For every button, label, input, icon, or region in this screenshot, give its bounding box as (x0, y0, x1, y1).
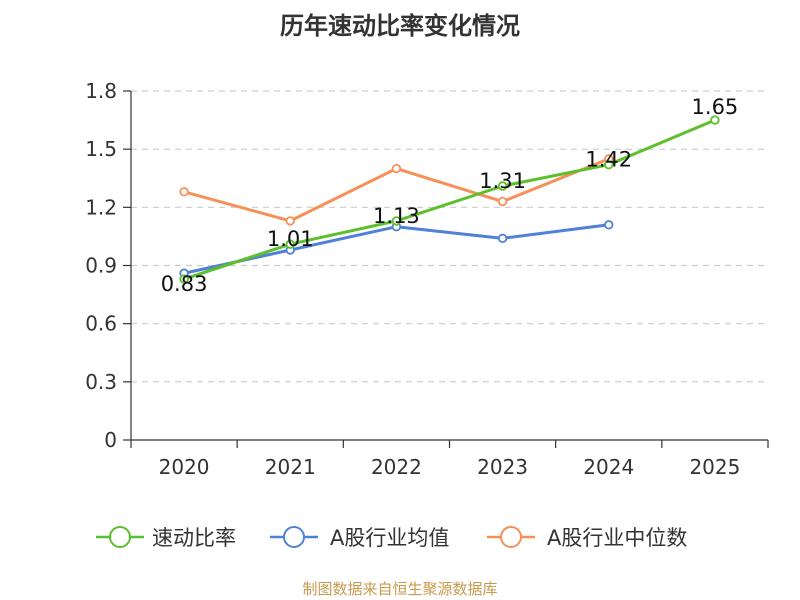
data-point (604, 220, 614, 230)
data-label: 1.01 (267, 227, 314, 251)
data-label: 0.83 (161, 272, 208, 296)
legend-marker (109, 526, 131, 548)
data-point (497, 196, 508, 207)
legend-item[interactable]: 速动比率 (96, 526, 236, 550)
series-lines (179, 115, 720, 284)
data-point (604, 159, 614, 170)
legend-item[interactable]: A股行业中位数 (487, 526, 687, 550)
x-tick-label: 2025 (689, 455, 740, 479)
data-point (285, 216, 295, 226)
data-point (179, 187, 189, 197)
data-point (391, 163, 402, 174)
y-tick-label: 1.8 (85, 79, 117, 103)
legend-label: A股行业均值 (330, 526, 449, 550)
data-point (179, 274, 189, 284)
y-tick-label: 0.6 (85, 312, 117, 336)
data-point (285, 239, 295, 249)
data-label: 1.65 (692, 95, 739, 119)
data-label: 1.42 (585, 148, 632, 172)
legend-label: A股行业中位数 (547, 526, 687, 550)
x-tick-label: 2024 (583, 455, 634, 479)
legend-item[interactable]: A股行业均值 (270, 526, 449, 550)
legend-label: 速动比率 (152, 526, 236, 550)
x-tick-label: 2020 (159, 455, 210, 479)
x-tick-label: 2022 (371, 455, 422, 479)
legend-marker (283, 526, 305, 548)
y-tick-label: 0.9 (85, 254, 117, 278)
source-note: 制图数据来自恒生聚源数据库 (302, 580, 498, 598)
gridlines (131, 90, 768, 383)
x-tick-label: 2023 (477, 455, 528, 479)
data-labels: 0.83 1.01 1.13 1.31 1.42 1.65 (161, 95, 739, 296)
y-tick-label: 1.2 (85, 195, 117, 219)
data-point (710, 115, 720, 125)
data-point (497, 233, 508, 244)
legend[interactable]: 速动比率 A股行业均值 A股行业中位数 (96, 526, 687, 550)
y-tick-label: 1.5 (85, 137, 117, 161)
data-label: 1.31 (479, 169, 526, 193)
data-point (497, 181, 508, 191)
chart-title: 历年速动比率变化情况 (280, 12, 520, 40)
axes: 0 0.3 0.6 0.9 1.2 1.5 1.8 2020 2021 2022 2023 2024 2… (85, 79, 769, 479)
y-tick-label: 0 (104, 428, 117, 452)
legend-marker (500, 526, 522, 548)
data-label: 1.13 (373, 204, 420, 228)
data-point (391, 216, 402, 226)
y-tick-label: 0.3 (85, 370, 117, 394)
series-line-0 (183, 118, 716, 281)
x-tick-label: 2021 (265, 455, 316, 479)
